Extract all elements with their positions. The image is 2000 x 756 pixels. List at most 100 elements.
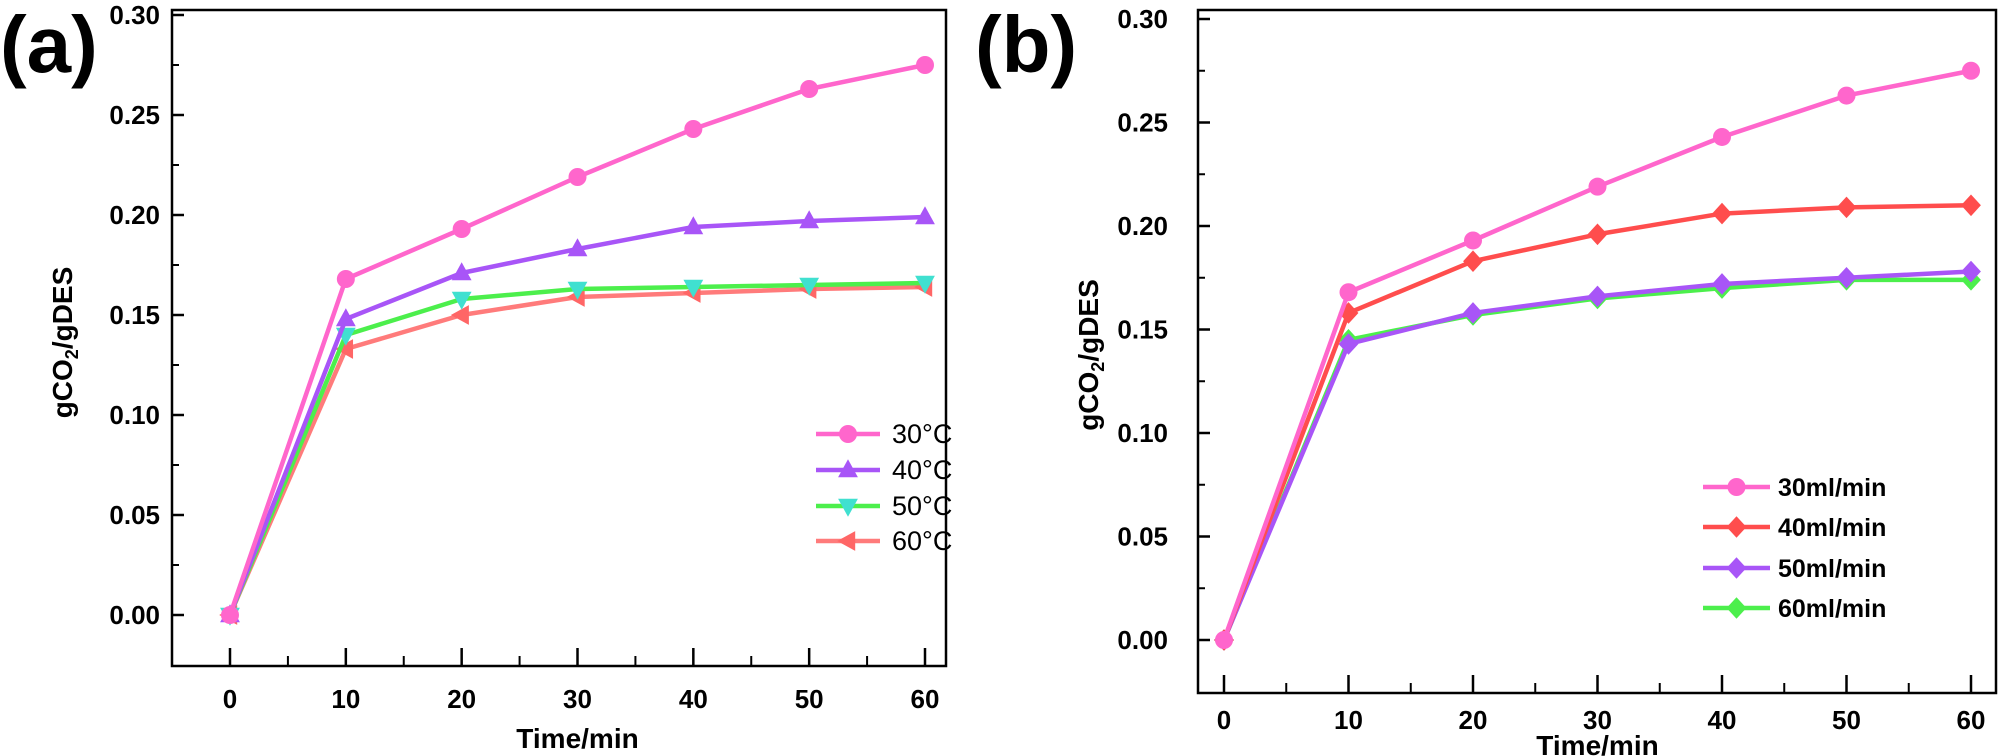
x-tick-label: 60 <box>911 684 940 714</box>
data-point <box>1338 333 1359 355</box>
legend-marker <box>1727 478 1746 496</box>
x-tick-label: 50 <box>795 684 824 714</box>
data-point <box>1836 266 1857 289</box>
data-point <box>1836 196 1857 219</box>
data-point <box>1339 283 1358 302</box>
data-point <box>684 120 703 138</box>
y-title-part: gCO <box>47 359 78 418</box>
y-tick-label: 0.00 <box>1117 625 1168 655</box>
data-point <box>683 216 704 235</box>
data-point <box>1712 273 1732 295</box>
plot-frame <box>1196 8 1998 695</box>
data-point <box>1961 260 1981 283</box>
data-point <box>451 262 472 281</box>
y-tick-label: 0.15 <box>1117 315 1168 345</box>
y-tick-label: 0.25 <box>109 100 160 130</box>
data-point <box>450 305 469 325</box>
data-point <box>915 206 935 225</box>
legend-marker <box>838 498 858 517</box>
series-2 <box>1214 260 1981 651</box>
data-point <box>1713 127 1731 146</box>
data-point <box>799 277 820 296</box>
y-tick-label: 0.30 <box>109 0 160 30</box>
legend-marker <box>1726 557 1747 579</box>
series-line <box>227 62 926 616</box>
data-point <box>336 270 355 288</box>
x-tick-label: 10 <box>1334 705 1363 735</box>
y-title-subscript: 2 <box>62 349 82 359</box>
legend-label: 50ml/min <box>1778 555 1886 583</box>
x-tick-label: 0 <box>1217 705 1231 735</box>
data-point <box>915 275 935 294</box>
data-point <box>221 606 239 624</box>
data-point <box>1587 285 1608 308</box>
data-point <box>799 210 820 229</box>
x-tick-label: 30 <box>563 684 592 714</box>
data-point <box>1464 231 1482 250</box>
data-point <box>567 238 588 257</box>
x-tick-label: 10 <box>331 684 360 714</box>
data-point <box>1712 202 1732 225</box>
legend-label: 60ml/min <box>1778 595 1886 623</box>
series-line <box>227 280 926 616</box>
y-tick-label: 0.20 <box>109 200 160 230</box>
legend-label: 30ml/min <box>1778 474 1886 502</box>
data-point <box>568 168 587 186</box>
x-tick-label: 40 <box>1708 705 1737 735</box>
data-point <box>683 279 704 298</box>
legend-label: 40ml/min <box>1778 514 1886 542</box>
y-axis-title: gCO2/gDES <box>47 267 82 419</box>
data-point <box>452 220 471 238</box>
series-line <box>227 214 926 616</box>
data-point <box>567 281 588 300</box>
y-tick-label: 0.30 <box>1117 4 1168 34</box>
x-axis-title: Time/min <box>1536 730 1658 756</box>
legend-label: 40°C <box>892 455 952 485</box>
series-line <box>227 284 926 616</box>
legend-marker <box>837 531 856 551</box>
series-1 <box>1214 194 1981 651</box>
x-axis-title: Time/min <box>516 723 638 754</box>
x-tick-label: 20 <box>1459 705 1488 735</box>
series-0 <box>221 56 934 624</box>
y-axis-title: gCO2/gDES <box>1073 279 1108 431</box>
legend-label: 60°C <box>892 526 952 556</box>
y-tick-label: 0.15 <box>109 300 160 330</box>
legend-marker <box>838 459 858 478</box>
data-point <box>1215 631 1233 649</box>
x-tick-label: 20 <box>447 684 476 714</box>
legend-marker <box>1726 516 1747 538</box>
y-tick-label: 0.10 <box>1117 418 1168 448</box>
y-title-subscript: 2 <box>1088 362 1108 372</box>
y-tick-label: 0.05 <box>109 500 160 530</box>
data-point <box>1962 61 1980 80</box>
y-tick-label: 0.20 <box>1117 211 1168 241</box>
series-3 <box>1214 269 1981 651</box>
data-point <box>451 291 472 310</box>
panel-a: (a) 0.00 0.05 0.10 0.15 0.20 0.25 0.30 0 10 20 30 40… <box>0 0 952 754</box>
legend: 30°C 40°C 50°C 60°C <box>816 419 952 556</box>
data-point <box>1587 223 1608 246</box>
data-point <box>1588 177 1607 196</box>
y-tick-label: 0.10 <box>109 400 160 430</box>
data-point <box>916 56 934 74</box>
panel-label: (b) <box>975 0 1077 89</box>
legend-label: 50°C <box>892 491 952 521</box>
data-point <box>1463 302 1483 324</box>
x-tick-label: 60 <box>1957 705 1986 735</box>
x-tick-label: 0 <box>223 684 237 714</box>
y-tick-label: 0.00 <box>109 600 160 630</box>
legend-marker <box>839 425 857 443</box>
data-point <box>1961 194 1981 217</box>
data-point <box>335 308 356 327</box>
series-line <box>1221 277 1971 641</box>
data-point <box>1463 250 1483 272</box>
y-tick-label: 0.05 <box>1117 522 1168 552</box>
y-title-part: /gDES <box>1073 279 1104 361</box>
plot-frame <box>170 8 948 668</box>
data-point <box>800 80 819 98</box>
panel-label: (a) <box>0 0 98 89</box>
data-point <box>335 339 354 359</box>
y-title-part: /gDES <box>47 267 78 349</box>
